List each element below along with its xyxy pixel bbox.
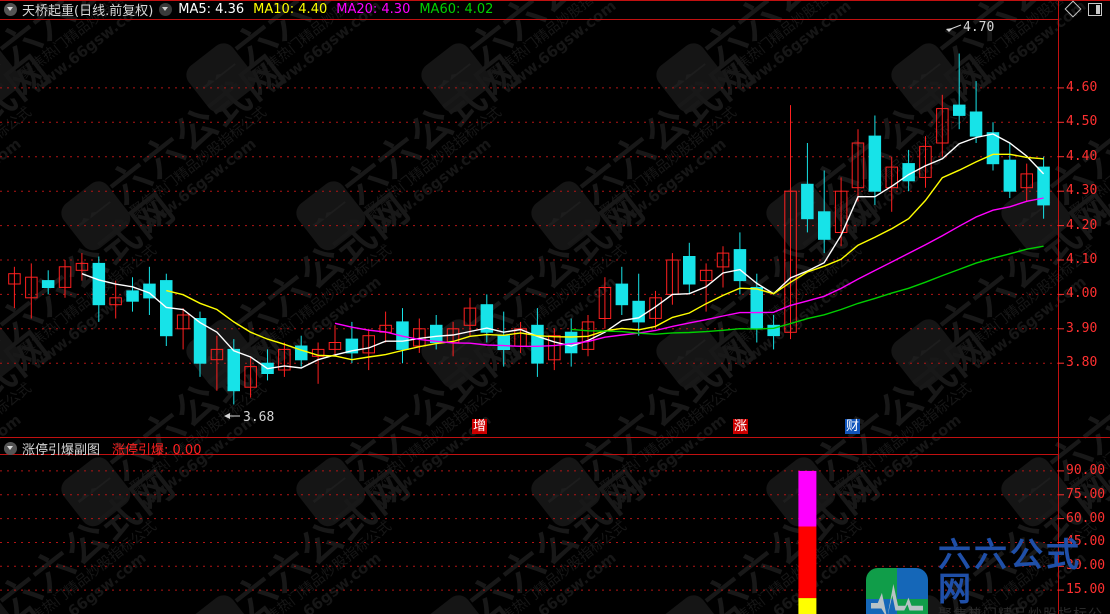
candlestick	[902, 149, 915, 192]
ma-line-ma10	[166, 153, 1044, 361]
candlestick	[851, 129, 865, 202]
candlestick	[160, 273, 173, 346]
panel-toggle-icon[interactable]	[1088, 3, 1102, 16]
marker-zeng: 增	[472, 419, 488, 434]
candlestick	[8, 266, 21, 309]
candlestick	[210, 335, 224, 391]
candlestick	[58, 260, 72, 298]
candlestick	[126, 277, 139, 312]
chevron-down-icon[interactable]	[4, 442, 17, 455]
price-axis-label: 3.80	[1066, 355, 1098, 371]
candlestick	[548, 328, 561, 371]
brand-logo: 六六公式网 聚焦热门精品炒股指标公式 www.66gsw.com	[866, 538, 1110, 614]
candlestick	[362, 328, 375, 371]
candlestick	[767, 315, 780, 350]
candlestick	[868, 115, 882, 205]
price-axis-label: 4.10	[1066, 251, 1098, 267]
candlestick	[969, 81, 983, 143]
ma-line-ma60	[571, 245, 1044, 335]
price-axis-label: 4.60	[1066, 79, 1098, 95]
candlestick	[733, 232, 747, 295]
candlestick	[514, 321, 527, 353]
candlestick	[328, 325, 342, 357]
sub-axis-label: 75.00	[1066, 486, 1106, 502]
marker-zhang: 涨	[733, 419, 749, 434]
candlestick	[716, 246, 730, 288]
candlestick	[1020, 163, 1033, 202]
price-axis-label: 4.00	[1066, 286, 1098, 302]
candlestick	[936, 94, 949, 157]
price-axis-label: 4.50	[1066, 114, 1098, 130]
candlestick	[75, 253, 89, 281]
symbol-label: 天桥起重(日线.前复权)	[22, 4, 154, 19]
sub-indicator-title: 涨停引爆副图	[22, 443, 101, 458]
price-axis-label: 3.90	[1066, 320, 1098, 336]
ma5-legend: MA5: 4.36	[178, 2, 245, 17]
candlestick	[531, 308, 544, 377]
chevron-down-icon[interactable]	[4, 3, 17, 16]
candlestick	[683, 242, 696, 295]
high-annotation: 4.70	[963, 20, 995, 35]
marker-cai: 财	[845, 419, 861, 434]
ma10-legend: MA10: 4.40	[253, 2, 328, 17]
header-icon-group	[1064, 0, 1102, 18]
candlestick	[1003, 143, 1017, 198]
candlestick	[919, 136, 932, 188]
candlestick	[379, 311, 392, 343]
sub-axis-label: 30.00	[1066, 558, 1106, 574]
candlestick	[598, 277, 612, 329]
sub-axis-label: 90.00	[1066, 462, 1106, 478]
candlestick	[41, 270, 55, 295]
candlestick	[1037, 156, 1050, 219]
price-axis-label: 4.20	[1066, 217, 1098, 233]
ma20-legend: MA20: 4.30	[336, 2, 411, 17]
ma-line-ma5	[81, 133, 1045, 370]
candlestick	[818, 170, 831, 254]
candlestick	[261, 349, 274, 381]
sub-bar-segment	[798, 470, 817, 527]
sub-bar-segment	[798, 598, 817, 614]
candlestick	[295, 335, 308, 367]
candlestick	[244, 356, 257, 398]
sub-chart-header: 涨停引爆副图 涨停引爆: 0.00	[0, 439, 1110, 458]
low-annotation: 3.68	[243, 410, 275, 425]
candlestick	[278, 342, 291, 377]
candlestick	[25, 263, 38, 319]
ma60-legend: MA60: 4.02	[419, 2, 494, 17]
candlestick	[193, 311, 207, 377]
diamond-icon[interactable]	[1064, 0, 1082, 18]
brand-title: 六六公式网	[938, 535, 1082, 608]
candlestick	[176, 308, 190, 350]
candlestick	[109, 280, 122, 319]
main-chart-header: 天桥起重(日线.前复权) MA5: 4.36 MA10: 4.40 MA20: …	[0, 0, 1110, 19]
sub-indicator-value: 涨停引爆: 0.00	[112, 443, 202, 458]
candlestick	[953, 53, 966, 130]
period-dropdown-icon[interactable]	[159, 3, 173, 16]
candlestick	[446, 321, 460, 357]
brand-subtitle: 聚焦热门精品炒股指标公式	[938, 606, 1110, 614]
sub-axis-label: 15.00	[1066, 582, 1106, 598]
candlestick	[615, 266, 629, 315]
candlestick	[497, 311, 510, 367]
candlestick	[885, 156, 898, 212]
sub-bar-segment	[798, 526, 817, 599]
price-axis-label: 4.40	[1066, 148, 1098, 164]
candlestick	[92, 256, 106, 322]
candlestick	[345, 321, 359, 364]
brand-mark-icon	[866, 568, 928, 614]
candlestick	[801, 143, 814, 233]
sub-axis-label: 45.00	[1066, 534, 1106, 550]
candlestick	[227, 339, 240, 405]
candlestick	[632, 273, 645, 336]
price-axis-label: 4.30	[1066, 183, 1098, 199]
candlestick	[986, 122, 1000, 171]
sub-axis-label: 60.00	[1066, 510, 1106, 526]
